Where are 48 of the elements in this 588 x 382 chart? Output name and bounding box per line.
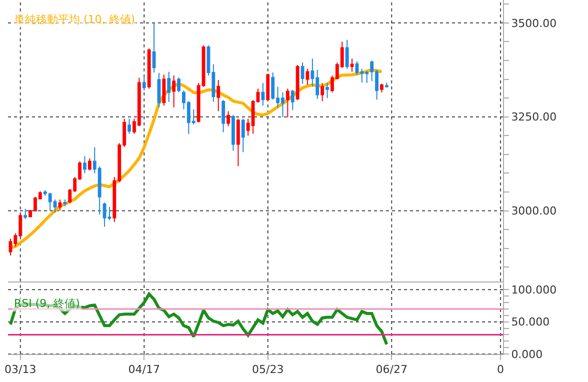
candlestick: [63, 199, 67, 207]
candlestick: [83, 156, 86, 174]
candlestick: [296, 64, 300, 100]
candlestick: [345, 39, 349, 70]
candlestick: [102, 202, 106, 228]
candlestick: [256, 88, 260, 104]
candlestick: [350, 58, 354, 72]
candlestick: [58, 199, 62, 212]
candlestick: [128, 118, 131, 134]
candlestick: [306, 68, 310, 86]
candlestick: [226, 110, 230, 127]
candlestick: [167, 71, 171, 102]
line-series: [8, 292, 388, 346]
candlestick: [24, 208, 28, 220]
candlestick: [172, 75, 176, 108]
candlestick: [286, 88, 290, 118]
candlestick: [216, 80, 220, 112]
x-tick-label: 05/23: [252, 363, 284, 376]
x-tick-label: 0: [497, 363, 504, 376]
candlestick: [222, 99, 226, 133]
x-tick-label: 03/13: [4, 363, 36, 376]
y-tick-label: 0.000: [511, 348, 543, 361]
candlestick: [384, 82, 388, 88]
candlestick: [261, 82, 265, 106]
y-tick-label: 3250.00: [511, 110, 557, 124]
x-tick-label: 04/17: [128, 363, 160, 376]
candlestick: [157, 72, 161, 108]
candlestick: [108, 206, 112, 221]
candlestick: [241, 118, 245, 153]
y-tick-label: 3000.00: [511, 204, 557, 218]
x-tick-label: 06/27: [376, 363, 408, 376]
series-label: RSI (9, 終値): [14, 297, 80, 310]
candlestick: [232, 114, 235, 152]
y-tick-label: 50.000: [511, 316, 550, 329]
candlestick: [320, 82, 324, 102]
candlestick: [152, 22, 156, 74]
text: 単純移動平均 (10, 終値): [14, 13, 136, 26]
candlestick: [162, 74, 166, 106]
y-tick-label: 3500.00: [511, 16, 557, 30]
y-tick-label: 100.000: [511, 283, 557, 296]
candlestick: [177, 76, 180, 93]
candlestick: [236, 118, 240, 167]
candlestick: [326, 82, 329, 99]
candlestick: [88, 158, 92, 171]
candlestick: [290, 89, 294, 111]
candlestick: [380, 83, 384, 93]
candlestick: [300, 62, 304, 84]
candlestick: [147, 48, 151, 90]
